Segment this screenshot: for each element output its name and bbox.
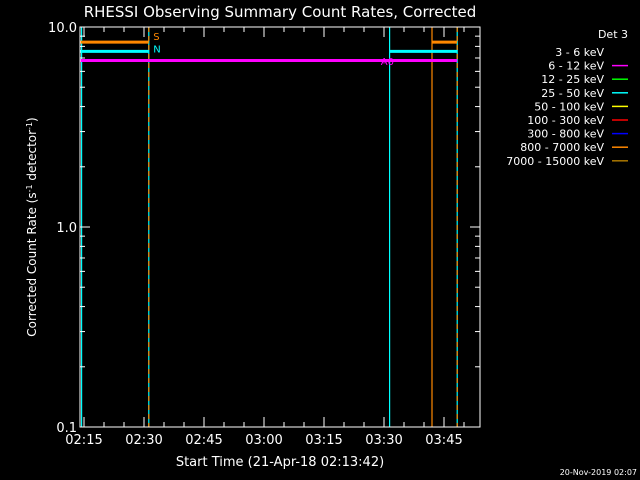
flag-annotation: A0	[381, 57, 394, 68]
legend-title: Det 3	[598, 28, 628, 41]
chart-title: RHESSI Observing Summary Count Rates, Co…	[84, 3, 477, 21]
x-tick-label: 02:45	[185, 433, 222, 448]
x-tick-label: 02:30	[125, 433, 162, 448]
x-axis-label: Start Time (21-Apr-18 02:13:42)	[176, 455, 384, 470]
legend-label: 800 - 7000 keV	[520, 141, 604, 154]
plot-area	[80, 27, 458, 427]
y-tick-label: 0.1	[56, 421, 77, 436]
x-tick-label: 02:15	[65, 433, 102, 448]
legend-label: 7000 - 15000 keV	[506, 155, 604, 168]
legend-label: 50 - 100 keV	[534, 100, 604, 113]
series-layer: SN A0	[80, 32, 458, 68]
legend-label: 12 - 25 keV	[541, 73, 604, 86]
footer-date: 20-Nov-2019 02:07	[560, 468, 637, 477]
flag-annotation: N	[153, 45, 160, 56]
legend-label: 300 - 800 keV	[527, 128, 604, 141]
y-label-superscript: -1	[25, 184, 34, 192]
axes-layer: 0.1 1.0 10.0 02:15 02:30 02:45 03:00 03:15 03:30…	[48, 21, 481, 448]
plot-frame	[79, 26, 481, 428]
y-tick-label: 10.0	[48, 21, 77, 36]
legend-label: 100 - 300 keV	[527, 114, 604, 127]
flag-annotation: S	[153, 32, 159, 43]
y-label-text: )	[25, 117, 39, 122]
y-axis-label: Corrected Count Rate (s-1 detector-1)	[25, 117, 40, 336]
x-tick-label: 03:30	[365, 433, 402, 448]
legend-label: 25 - 50 keV	[541, 87, 604, 100]
legend-label: 3 - 6 keV	[555, 46, 604, 59]
y-label-text: Corrected Count Rate (s	[25, 192, 39, 336]
legend-label: 6 - 12 keV	[548, 60, 604, 73]
y-label-superscript: -1	[25, 122, 34, 130]
y-label-text: detector	[25, 130, 39, 185]
x-tick-label: 03:00	[245, 433, 282, 448]
x-tick-label: 03:15	[305, 433, 342, 448]
y-tick-label: 1.0	[56, 221, 77, 236]
x-tick-label: 03:45	[425, 433, 462, 448]
